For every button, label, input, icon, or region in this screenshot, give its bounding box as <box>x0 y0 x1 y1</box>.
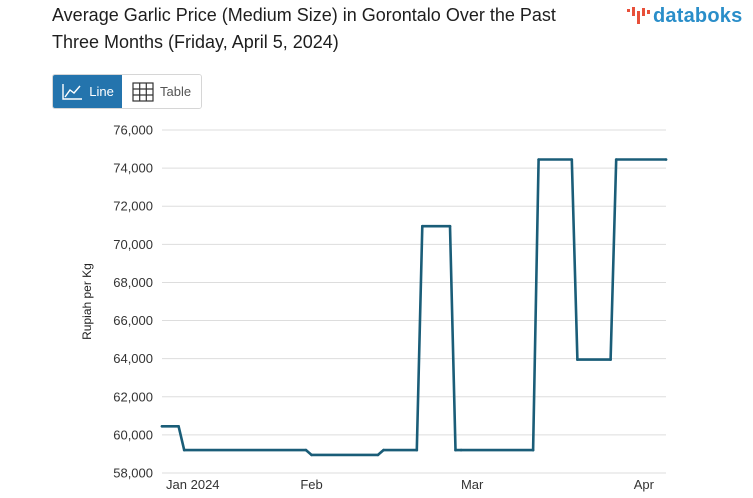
chart-title-line-2: Three Months (Friday, April 5, 2024) <box>52 32 339 52</box>
data-point <box>454 448 457 452</box>
x-tick-label: Feb <box>300 477 322 492</box>
x-tick-label: Mar <box>461 477 484 492</box>
data-point <box>177 425 180 428</box>
line-view-button[interactable]: Line <box>53 75 123 108</box>
databoks-logo-icon <box>627 7 650 24</box>
data-point <box>664 158 668 161</box>
data-point <box>421 224 424 228</box>
y-tick-label: 66,000 <box>113 313 153 328</box>
data-point <box>415 448 419 452</box>
brand-name: databoks <box>653 4 743 27</box>
y-tick-label: 76,000 <box>113 123 153 138</box>
y-axis-ticks: 58,000 60,000 62,000 64,000 66,000 68,000 70,0… <box>113 123 153 481</box>
x-tick-label: Apr <box>634 477 655 492</box>
data-point <box>459 448 463 452</box>
x-tick-label: Jan 2024 <box>166 477 220 492</box>
data-point <box>182 448 186 452</box>
line-view-label: Line <box>89 84 114 99</box>
y-axis-label: Rupiah per Kg <box>80 263 94 340</box>
series-line <box>160 158 668 457</box>
line-chart-icon <box>62 83 83 100</box>
y-tick-label: 58,000 <box>113 466 153 481</box>
data-point <box>310 453 313 457</box>
data-point <box>448 224 452 228</box>
data-point <box>609 358 612 361</box>
x-axis-ticks: Jan 2024 Feb Mar Apr <box>166 477 655 492</box>
y-tick-label: 60,000 <box>113 427 153 442</box>
data-point <box>160 425 164 428</box>
y-tick-label: 64,000 <box>113 351 153 366</box>
y-tick-label: 70,000 <box>113 237 153 252</box>
data-point <box>376 453 380 457</box>
view-toggle: Line Table <box>52 74 202 109</box>
data-point <box>382 448 385 452</box>
data-point <box>531 448 535 452</box>
y-tick-label: 62,000 <box>113 389 153 404</box>
data-point <box>570 158 574 161</box>
chart-title-line-1: Average Garlic Price (Medium Size) in Go… <box>52 5 556 25</box>
data-point <box>576 358 579 361</box>
table-view-label: Table <box>159 84 192 99</box>
gridlines <box>162 129 666 474</box>
table-view-button[interactable]: Table <box>122 75 201 108</box>
y-tick-label: 72,000 <box>113 199 153 214</box>
data-point <box>304 448 308 452</box>
data-point <box>537 158 540 161</box>
series <box>160 158 668 457</box>
table-grid-icon <box>132 81 154 102</box>
y-tick-label: 74,000 <box>113 161 153 176</box>
chart-title: Average Garlic Price (Medium Size) in Go… <box>52 2 612 56</box>
y-tick-label: 68,000 <box>113 275 153 290</box>
data-point <box>614 158 618 161</box>
brand-logo[interactable]: databoks <box>626 3 742 29</box>
